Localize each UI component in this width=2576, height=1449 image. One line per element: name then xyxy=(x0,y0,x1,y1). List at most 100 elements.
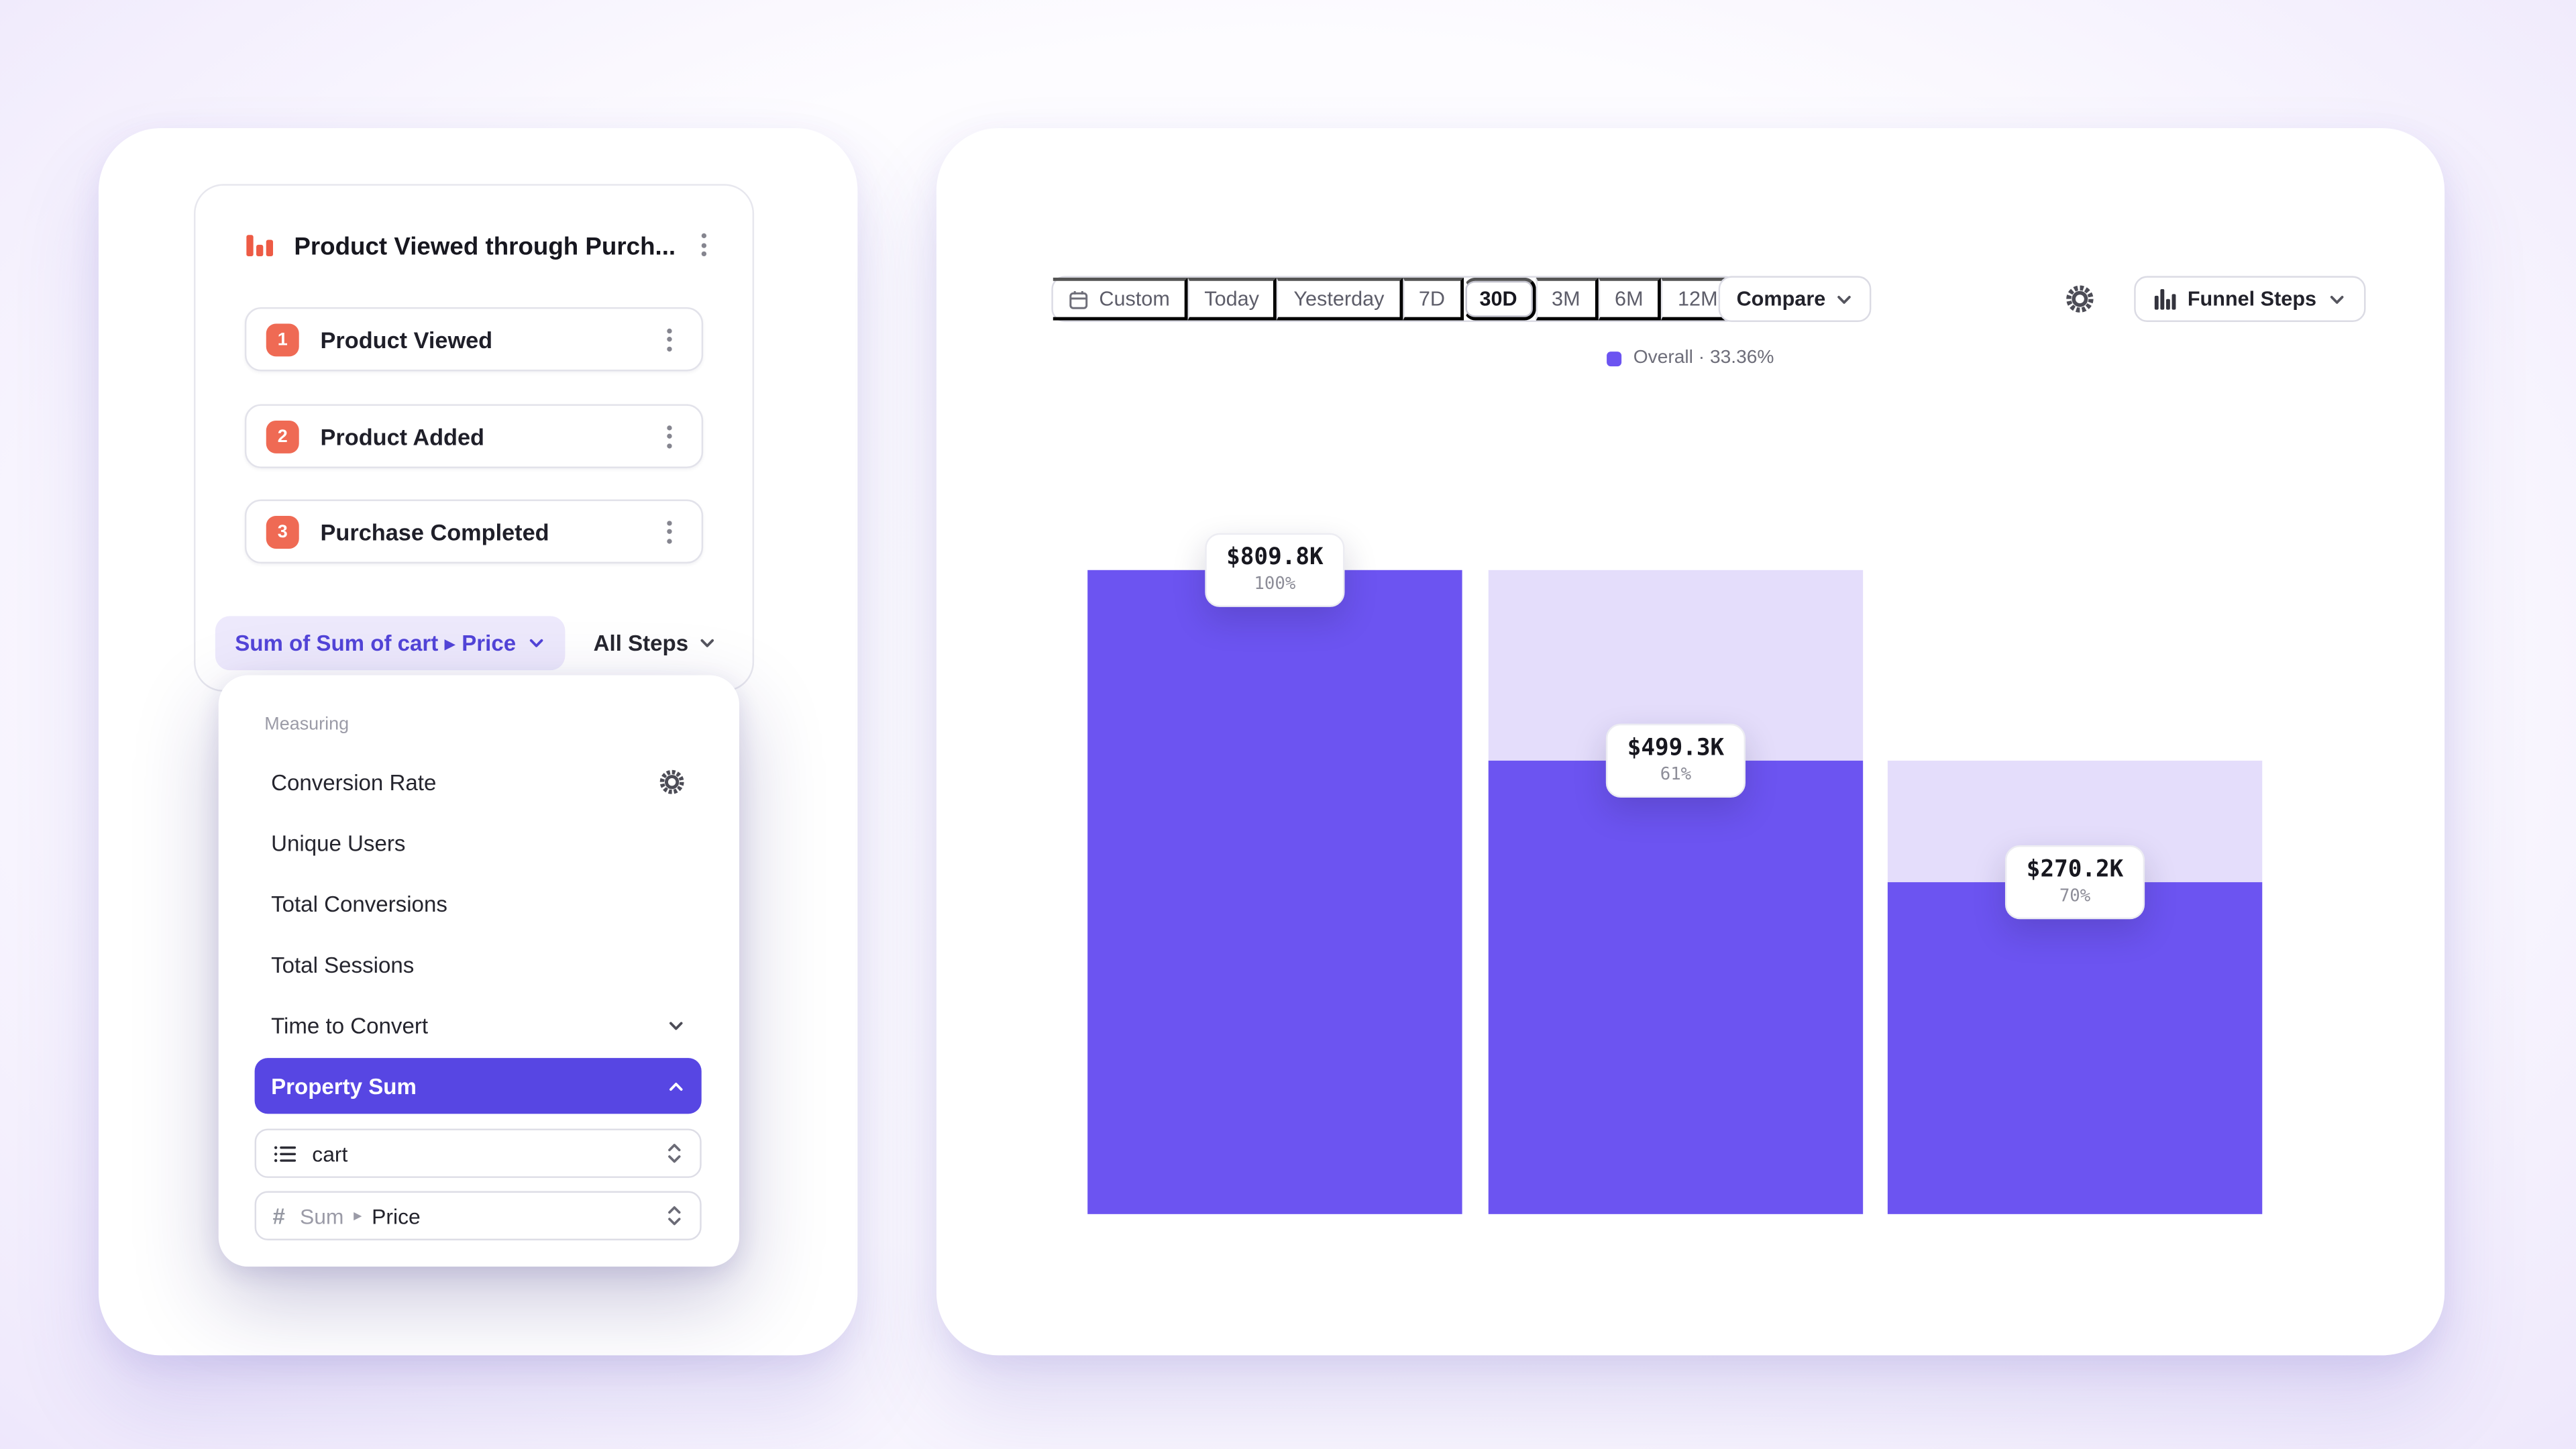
date-range-3m[interactable]: 3M xyxy=(1535,277,1599,321)
compare-dropdown[interactable]: Compare xyxy=(1718,276,1872,322)
bar-tooltip: $809.8K 100% xyxy=(1205,533,1345,607)
property-select-value: cart xyxy=(312,1140,348,1166)
query-builder-panel: Product Viewed through Purch... 1 Produc… xyxy=(98,128,858,1356)
funnel-step-purchase-completed[interactable]: 3 Purchase Completed xyxy=(244,499,704,564)
funnel-definition-card: Product Viewed through Purch... 1 Produc… xyxy=(193,184,755,692)
legend-swatch xyxy=(1607,350,1622,366)
date-range-label: Today xyxy=(1204,287,1259,311)
menu-item-label: Unique Users xyxy=(271,830,406,855)
list-icon xyxy=(273,1141,298,1166)
toolbar-right-cluster: Funnel Steps xyxy=(2064,276,2366,322)
menu-item-conversion-rate[interactable]: Conversion Rate xyxy=(254,754,702,810)
kebab-menu-icon[interactable] xyxy=(690,230,716,260)
date-range-custom[interactable]: Custom xyxy=(1053,277,1188,321)
menu-item-total-conversions[interactable]: Total Conversions xyxy=(254,875,702,932)
menu-item-label: Time to Convert xyxy=(271,1012,429,1038)
tooltip-percent: 70% xyxy=(2059,886,2091,906)
date-range-label: 7D xyxy=(1418,287,1446,311)
menu-item-unique-users[interactable]: Unique Users xyxy=(254,814,702,871)
bar-chart-icon xyxy=(2153,288,2176,311)
tooltip-value: $499.3K xyxy=(1627,735,1725,762)
chart-type-label: Funnel Steps xyxy=(2187,287,2317,311)
funnel-bar-chart: $809.8K 100% $499.3K 61% $270.2K 70% xyxy=(1087,533,2263,1214)
legend-item-overall[interactable]: Overall · 33.36% xyxy=(1607,348,1774,368)
chart-toolbar: Custom Today Yesterday 7D 30D 3M 6M 12M … xyxy=(936,276,2445,322)
chart-panel: Custom Today Yesterday 7D 30D 3M 6M 12M … xyxy=(936,128,2445,1356)
funnel-step-product-viewed[interactable]: 1 Product Viewed xyxy=(244,307,704,372)
chevron-down-icon xyxy=(2330,294,2344,303)
bar-group-product-added: $499.3K 61% xyxy=(1488,570,1864,1214)
date-range-6m[interactable]: 6M xyxy=(1598,277,1662,321)
date-range-yesterday[interactable]: Yesterday xyxy=(1277,277,1403,321)
tooltip-percent: 61% xyxy=(1660,765,1692,785)
funnel-step-product-added[interactable]: 2 Product Added xyxy=(244,404,704,468)
stepper-icon xyxy=(665,1204,684,1227)
funnel-chart-icon xyxy=(241,227,278,263)
compare-label: Compare xyxy=(1736,287,1826,311)
steps-scope-label: All Steps xyxy=(593,631,689,656)
chevron-down-icon xyxy=(700,639,714,647)
breadcrumb-arrow-icon: ▸ xyxy=(354,1206,362,1225)
chevron-down-icon xyxy=(667,1016,685,1034)
measurement-bar: Sum of Sum of cart ▸ Price All Steps xyxy=(215,616,733,671)
chart-type-dropdown[interactable]: Funnel Steps xyxy=(2133,276,2366,322)
date-range-label: 3M xyxy=(1552,287,1580,311)
chevron-up-icon xyxy=(667,1077,685,1095)
date-range-7d[interactable]: 7D xyxy=(1402,277,1463,321)
date-range-label: 30D xyxy=(1479,287,1517,311)
measurement-dropdown[interactable]: Sum of Sum of cart ▸ Price xyxy=(215,616,566,671)
kebab-menu-icon[interactable] xyxy=(655,517,682,546)
kebab-menu-icon[interactable] xyxy=(655,325,682,354)
menu-item-label: Conversion Rate xyxy=(271,769,437,795)
measuring-dropdown-menu: Measuring Conversion Rate Unique Users T… xyxy=(218,675,740,1267)
date-range-label: Yesterday xyxy=(1293,287,1385,311)
bar-group-purchase-completed: $270.2K 70% xyxy=(1887,570,2263,1214)
date-range-30d[interactable]: 30D xyxy=(1462,277,1536,321)
tooltip-percent: 100% xyxy=(1254,574,1296,594)
aggregation-select[interactable]: # Sum ▸ Price xyxy=(254,1191,702,1240)
bar-tooltip: $499.3K 61% xyxy=(1605,723,1746,798)
step-label: Purchase Completed xyxy=(320,518,549,545)
chevron-down-icon xyxy=(530,639,543,647)
bar-fill[interactable] xyxy=(1488,760,1864,1214)
funnel-title: Product Viewed through Purch... xyxy=(294,233,676,262)
chart-settings-gear-icon[interactable] xyxy=(2064,284,2094,314)
menu-item-label: Total Sessions xyxy=(271,952,415,977)
bar-fill[interactable] xyxy=(1887,882,2263,1214)
number-property-icon: # xyxy=(272,1203,285,1228)
step-label: Product Viewed xyxy=(320,326,493,353)
measurement-label: Sum of Sum of cart ▸ Price xyxy=(235,630,517,655)
menu-item-label: Total Conversions xyxy=(271,891,447,916)
step-number-badge: 3 xyxy=(266,515,299,548)
menu-item-total-sessions[interactable]: Total Sessions xyxy=(254,936,702,993)
kebab-menu-icon[interactable] xyxy=(655,421,682,451)
menu-item-label: Property Sum xyxy=(271,1073,417,1099)
date-range-label: Custom xyxy=(1099,287,1170,311)
menu-item-time-to-convert[interactable]: Time to Convert xyxy=(254,997,702,1053)
tooltip-value: $809.8K xyxy=(1226,544,1324,572)
stepper-icon xyxy=(665,1142,684,1165)
bar-group-product-viewed: $809.8K 100% xyxy=(1087,533,1462,1214)
chevron-down-icon xyxy=(1837,294,1851,303)
chart-legend: Overall · 33.36% xyxy=(936,348,2445,368)
menu-item-property-sum[interactable]: Property Sum xyxy=(254,1058,702,1114)
legend-label: Overall · 33.36% xyxy=(1633,348,1774,368)
aggregation-value: Price xyxy=(372,1203,421,1228)
aggregation-prefix: Sum xyxy=(299,1203,344,1228)
date-range-label: 12M xyxy=(1678,287,1718,311)
step-number-badge: 1 xyxy=(266,323,299,356)
bar-tooltip: $270.2K 70% xyxy=(2004,845,2145,920)
property-select[interactable]: cart xyxy=(254,1128,702,1178)
date-range-today[interactable]: Today xyxy=(1187,277,1277,321)
tooltip-value: $270.2K xyxy=(2026,857,2124,883)
bar-fill[interactable] xyxy=(1087,570,1462,1214)
step-number-badge: 2 xyxy=(266,419,299,453)
date-range-label: 6M xyxy=(1615,287,1644,311)
steps-scope-dropdown[interactable]: All Steps xyxy=(594,631,716,655)
gear-icon[interactable] xyxy=(659,769,685,795)
step-label: Product Added xyxy=(320,423,484,449)
date-range-segmented-control: Custom Today Yesterday 7D 30D 3M 6M 12M xyxy=(1051,276,1737,322)
calendar-icon xyxy=(1068,288,1089,310)
aggregation-row: Sum ▸ Price xyxy=(300,1203,421,1228)
